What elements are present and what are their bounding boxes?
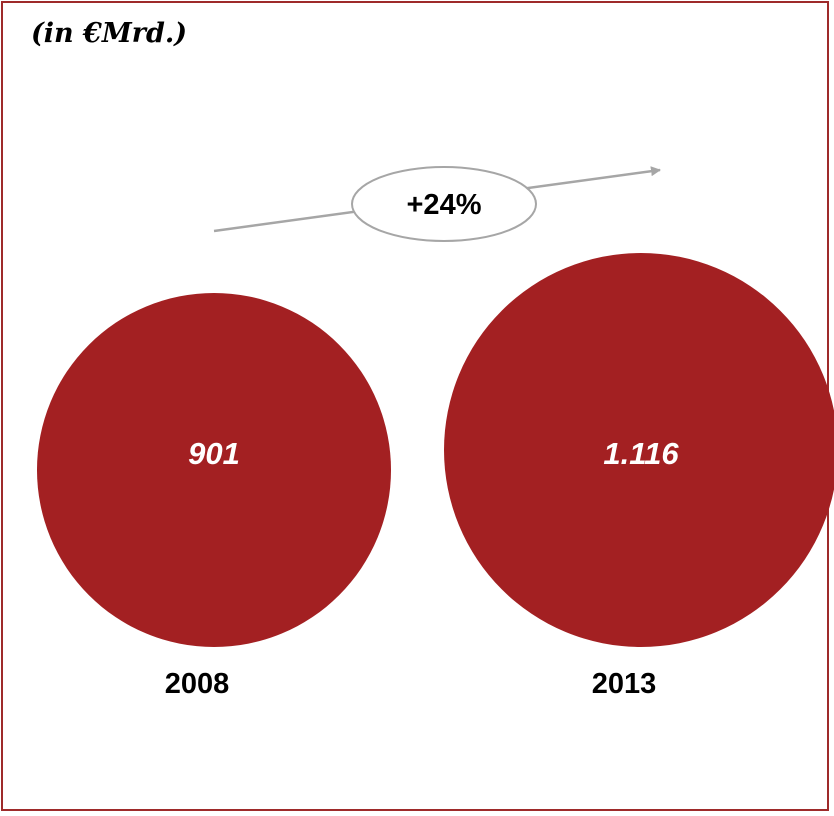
bubble-2008 [36,292,392,647]
value-label-2013: 1.116 [603,436,679,471]
growth-label: +24% [407,189,482,221]
category-label-2008: 2008 [165,668,230,700]
value-label-2008: 901 [188,436,240,471]
growth-ellipse [351,166,537,242]
category-label-2013: 2013 [592,668,657,700]
unit-label: (in €Mrd.) [31,18,188,49]
bubble-2013 [444,253,834,647]
